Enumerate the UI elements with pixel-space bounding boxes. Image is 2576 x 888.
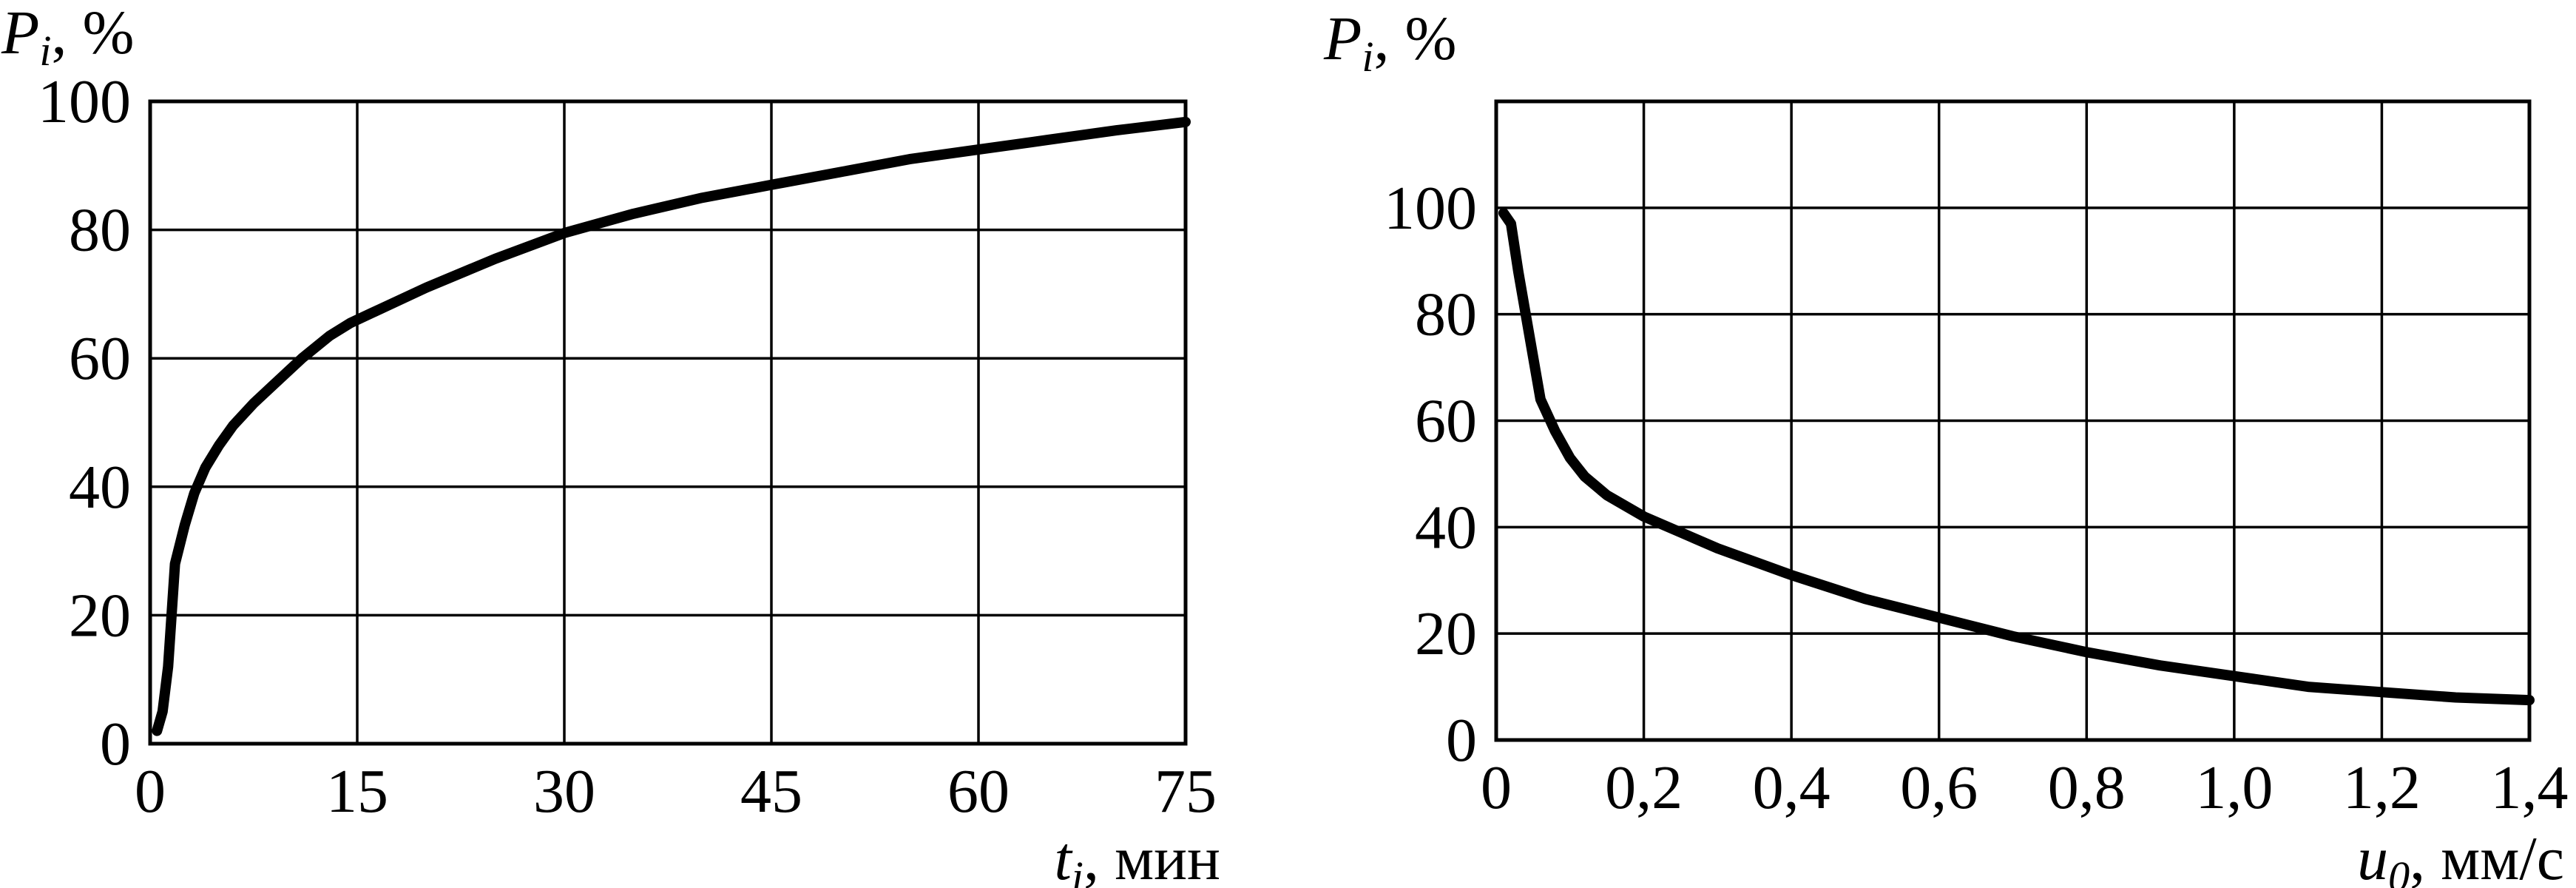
y-axis-title: Pi, % <box>1323 4 1456 81</box>
y-axis-title-unit: , % <box>1373 4 1456 73</box>
x-tick-label: 30 <box>533 757 595 826</box>
y-tick-label: 80 <box>1415 280 1477 349</box>
x-tick-label: 0,6 <box>1900 753 1978 822</box>
x-axis-title-sub: i <box>1072 852 1084 888</box>
series-curve <box>1498 208 2535 706</box>
x-axis-title-sub: 0 <box>2388 852 2410 888</box>
x-axis-title: ti, мин <box>1054 824 1220 888</box>
x-axis-title-unit: , мин <box>1084 824 1220 888</box>
y-axis-title-var: P <box>1 0 39 67</box>
x-tick-label: 1,2 <box>2343 753 2421 822</box>
y-axis-title-sub: i <box>1362 33 1373 81</box>
x-tick-label: 45 <box>740 757 802 826</box>
x-axis-title-var: t <box>1054 824 1073 888</box>
y-axis-title-unit: , % <box>51 0 134 67</box>
x-tick-label: 1,4 <box>2491 753 2569 822</box>
y-tick-label: 100 <box>1384 174 1477 243</box>
y-tick-label: 0 <box>100 710 131 778</box>
y-tick-label: 60 <box>1415 387 1477 456</box>
y-tick-label: 80 <box>69 196 131 265</box>
plot-frame <box>148 99 1188 746</box>
x-tick-label: 0 <box>135 757 166 826</box>
x-tick-label: 0,4 <box>1753 753 1830 822</box>
x-tick-label: 0,2 <box>1605 753 1683 822</box>
y-tick-label: 40 <box>69 453 131 522</box>
y-axis-title-var: P <box>1323 4 1362 73</box>
x-tick-label: 75 <box>1155 757 1217 826</box>
y-tick-label: 40 <box>1415 493 1477 562</box>
chart-right: 0 0,2 0,4 0,6 0,8 1,0 1,2 1,4 0 20 40 60 80 100 Pi, % u… <box>1323 4 2569 888</box>
x-tick-label: 1,0 <box>2195 753 2273 822</box>
x-axis-title-var: u <box>2357 824 2388 888</box>
x-tick-label: 60 <box>947 757 1010 826</box>
series-curve <box>152 116 1191 736</box>
plot-frame <box>1494 99 2532 742</box>
y-tick-label: 20 <box>69 581 131 650</box>
x-axis-title-unit: , мм/с <box>2410 824 2564 888</box>
y-tick-label: 20 <box>1415 599 1477 668</box>
y-axis-title-sub: i <box>39 27 51 75</box>
y-axis-title: Pi, % <box>1 0 134 75</box>
y-tick-label: 0 <box>1446 706 1477 775</box>
x-tick-label: 0 <box>1481 753 1512 822</box>
y-tick-label: 60 <box>69 324 131 393</box>
x-tick-label: 0,8 <box>2048 753 2126 822</box>
x-axis-title: u0, мм/с <box>2357 824 2564 888</box>
y-tick-label: 100 <box>38 67 131 136</box>
x-tick-label: 15 <box>326 757 388 826</box>
